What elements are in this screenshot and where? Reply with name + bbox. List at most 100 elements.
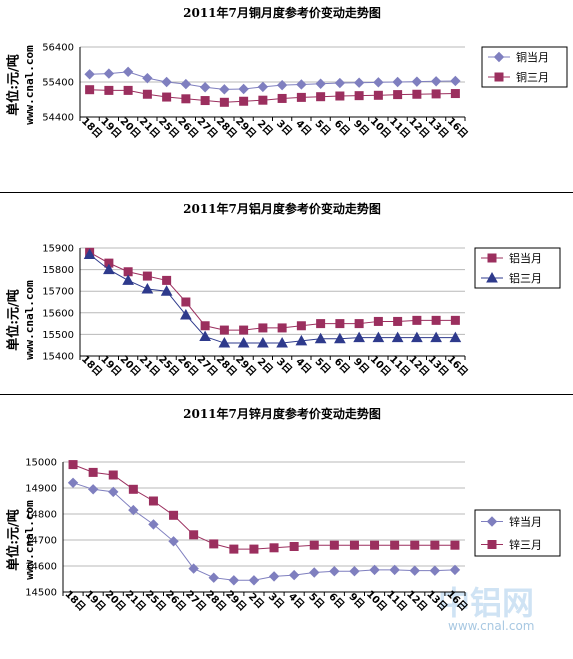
data-point [354, 319, 364, 329]
data-point [239, 96, 249, 106]
data-point [288, 569, 300, 581]
data-point [160, 285, 173, 296]
y-tick-label: 14500 [25, 588, 57, 599]
data-point [430, 540, 440, 550]
x-tick-label: 11日 [387, 115, 412, 140]
data-point [181, 297, 191, 307]
y-axis-label: 单位:元/吨 [6, 289, 22, 351]
x-tick-label: 12日 [406, 115, 431, 140]
data-point [314, 332, 327, 344]
data-point [450, 89, 460, 99]
series-line [89, 254, 456, 344]
x-tick-label: 29日 [233, 115, 258, 140]
data-point [128, 504, 139, 516]
data-point [409, 565, 420, 576]
x-tick-label: 13日 [426, 115, 451, 140]
chart-title: 2011年7月锌月度参考价变动走势图 [183, 406, 381, 421]
data-point [296, 92, 306, 102]
data-point [229, 544, 239, 554]
data-point [309, 567, 320, 578]
series-2 [85, 85, 460, 107]
data-point [200, 96, 210, 106]
x-tick-label: 25日 [156, 115, 181, 140]
data-point [188, 563, 199, 574]
data-point [122, 66, 134, 78]
data-point [295, 334, 308, 346]
data-point [269, 543, 279, 553]
data-point [289, 542, 299, 551]
data-point [449, 564, 461, 576]
data-point [180, 78, 192, 90]
data-point [189, 530, 199, 540]
data-point [335, 91, 345, 101]
data-point [239, 325, 249, 335]
data-point [148, 519, 159, 530]
data-point [108, 486, 119, 498]
data-point [218, 337, 231, 348]
data-point [412, 315, 422, 325]
data-point [168, 536, 179, 547]
x-tick-label: 4日 [286, 591, 306, 611]
x-tick-label: 18日 [79, 115, 104, 140]
y-tick-label: 15700 [42, 287, 74, 298]
y-tick-label: 15400 [42, 352, 74, 363]
data-point [373, 77, 384, 88]
data-point [249, 544, 259, 554]
data-point [276, 79, 288, 91]
legend-marker [487, 253, 497, 263]
data-point [258, 323, 268, 333]
data-point [108, 470, 118, 480]
y-tick-label: 56400 [42, 43, 74, 54]
data-point [181, 94, 191, 104]
data-point [128, 484, 138, 494]
x-tick-label: 21日 [137, 353, 162, 378]
x-tick-label: 10日 [368, 353, 393, 378]
y-tick-label: 15600 [42, 308, 74, 319]
data-point [123, 85, 133, 95]
data-point [148, 496, 158, 506]
data-point [248, 575, 260, 586]
x-tick-label: 25日 [156, 353, 181, 378]
legend-marker [494, 72, 504, 82]
x-tick-label: 11日 [387, 353, 412, 378]
data-point [393, 316, 403, 326]
y-tick-label: 14800 [25, 510, 57, 521]
x-tick-label: 13日 [426, 353, 451, 378]
data-point [142, 72, 153, 84]
data-point [219, 325, 229, 335]
data-point [199, 82, 211, 93]
data-point [276, 337, 288, 348]
data-point [349, 565, 360, 577]
data-point [219, 97, 229, 107]
site-url-label: www.cnal.com [23, 280, 36, 360]
data-point [373, 90, 383, 100]
data-point [87, 484, 99, 495]
site-url-label: www.cnal.com [23, 45, 36, 125]
data-point [335, 319, 345, 329]
data-point [389, 564, 400, 576]
data-point [354, 91, 364, 101]
data-point [410, 540, 420, 550]
data-point [103, 263, 115, 275]
site-url-label: www.cnal.com [23, 500, 36, 580]
legend-label: 铜三月 [516, 70, 549, 84]
data-point [257, 81, 269, 93]
data-point [141, 283, 154, 294]
data-point [238, 83, 249, 95]
data-point [449, 331, 462, 343]
y-axis-label: 单位:元/吨 [6, 54, 22, 116]
data-point [219, 84, 230, 95]
data-point [228, 575, 240, 586]
legend-label: 铝三月 [509, 271, 542, 285]
series-1 [84, 66, 461, 95]
x-tick-label: 28日 [214, 353, 239, 378]
chart-title: 2011年7月铜月度参考价变动走势图 [183, 5, 381, 20]
y-tick-label: 15800 [42, 265, 74, 276]
y-tick-label: 15000 [25, 458, 57, 469]
data-point [296, 79, 307, 90]
